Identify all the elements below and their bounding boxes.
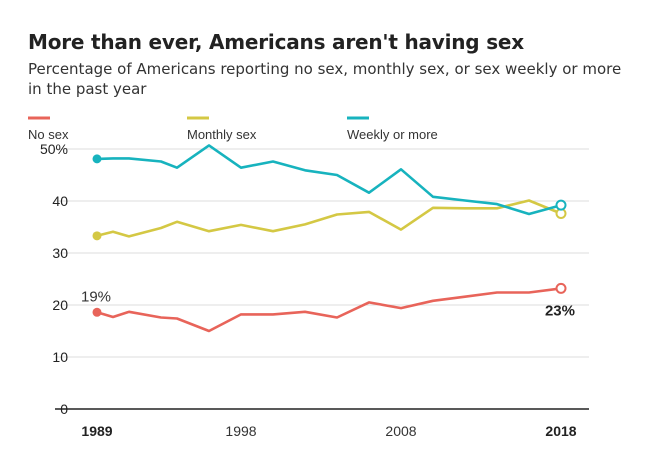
- legend-label-no-sex: No sex: [28, 127, 69, 142]
- x-tick-label-2018: 2018: [545, 423, 576, 439]
- annotation-19: 19%: [81, 288, 111, 305]
- y-tick-label-30: 30: [52, 245, 68, 261]
- series-start-point-weekly-or-more: [92, 154, 102, 164]
- grid: [55, 148, 589, 410]
- legend-label-weekly-or-more: Weekly or more: [347, 127, 438, 142]
- x-tick-label-1998: 1998: [225, 423, 256, 439]
- y-tick-label-0: 0: [60, 401, 68, 417]
- legend: No sex Monthly sex Weekly or more: [28, 116, 438, 142]
- chart-subtitle: Percentage of Americans reporting no sex…: [28, 60, 622, 98]
- y-axis: 0 10 20 30 40 50%: [40, 141, 68, 417]
- series-start-point-monthly-sex: [92, 231, 102, 241]
- annotation-23: 23%: [545, 302, 575, 319]
- x-tick-label-2008: 2008: [385, 423, 416, 439]
- series-line-weekly-or-more: [95, 144, 563, 216]
- y-tick-label-50: 50%: [40, 141, 68, 157]
- y-tick-label-40: 40: [52, 193, 68, 209]
- y-tick-label-20: 20: [52, 297, 68, 313]
- series-line-no-sex: [95, 287, 563, 333]
- x-axis: 1989 1998 2008 2018: [81, 423, 576, 439]
- series-end-point-weekly-or-more: [555, 199, 567, 211]
- chart-title: More than ever, Americans aren't having …: [28, 30, 524, 54]
- legend-label-monthly-sex: Monthly sex: [187, 127, 257, 142]
- annotations: 19% 23%: [81, 288, 575, 319]
- series-end-point-no-sex: [555, 282, 567, 294]
- x-tick-label-1989: 1989: [81, 423, 112, 439]
- series-lines: [92, 144, 567, 333]
- series-line-monthly-sex: [95, 199, 563, 238]
- series-start-point-no-sex: [92, 307, 102, 317]
- y-tick-label-10: 10: [52, 349, 68, 365]
